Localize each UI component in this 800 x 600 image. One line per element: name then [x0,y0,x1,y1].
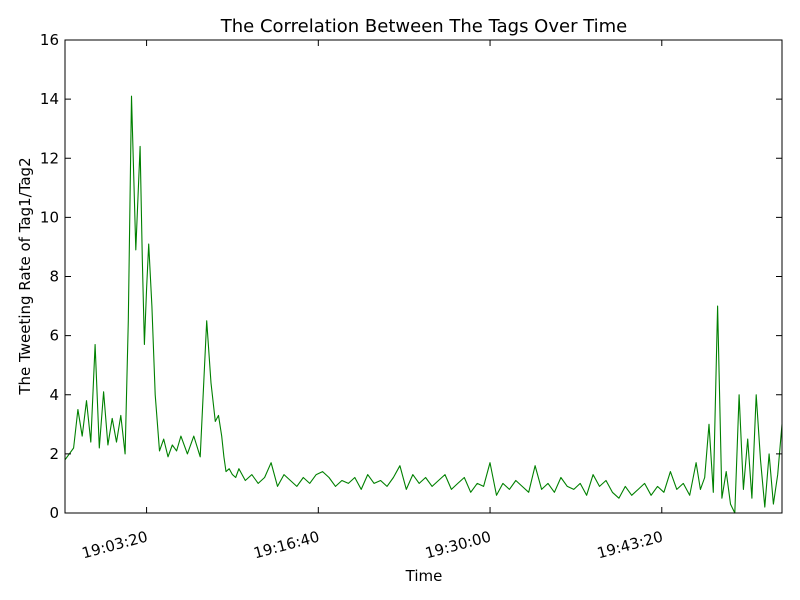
series-line [64,95,783,514]
y-tick-label: 14 [40,90,59,108]
plot-area [64,95,783,514]
y-axis: 0 2 4 6 8 10 12 14 16 [40,31,782,522]
x-axis-label: Time [405,567,443,585]
y-tick-label: 16 [40,31,59,49]
y-tick-label: 2 [49,445,59,463]
chart-title: The Correlation Between The Tags Over Ti… [220,16,628,37]
y-tick-label: 8 [49,268,59,286]
y-tick-label: 0 [49,504,59,522]
y-tick-label: 10 [40,208,59,226]
y-tick-label: 6 [49,327,59,345]
y-tick-label: 12 [40,149,59,167]
y-tick-label: 4 [49,386,59,404]
y-axis-label: The Tweeting Rate of Tag1/Tag2 [16,157,34,395]
